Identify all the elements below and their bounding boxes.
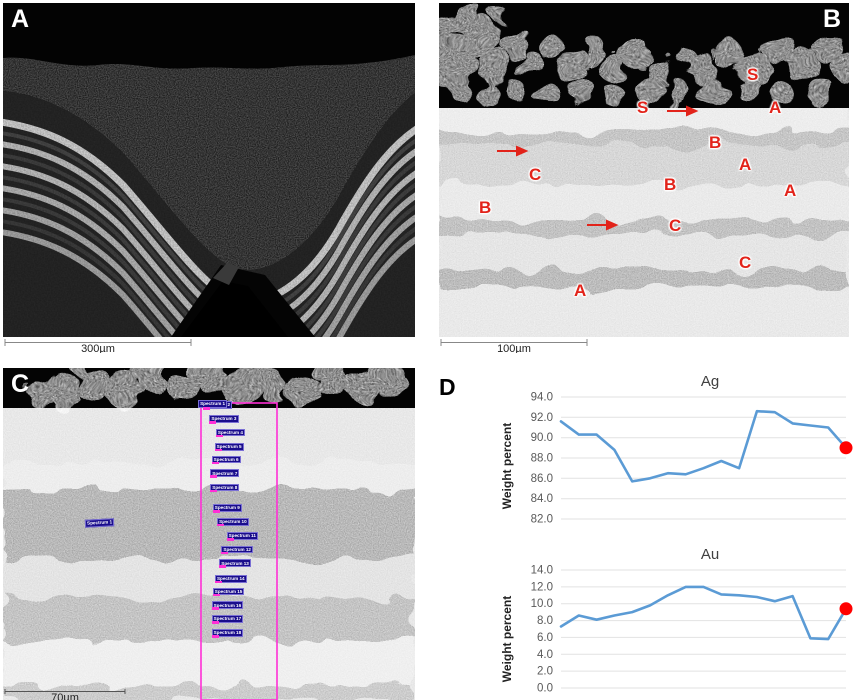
svg-text:90.0: 90.0 <box>531 432 553 444</box>
svg-text:6.0: 6.0 <box>537 632 553 644</box>
svg-text:84.0: 84.0 <box>531 493 553 505</box>
svg-text:14.0: 14.0 <box>531 565 553 577</box>
svg-text:82.0: 82.0 <box>531 514 553 526</box>
svg-text:2.0: 2.0 <box>537 666 553 678</box>
svg-text:92.0: 92.0 <box>531 412 553 424</box>
svg-text:12.0: 12.0 <box>531 581 553 593</box>
svg-text:0.0: 0.0 <box>537 683 553 695</box>
svg-text:94.0: 94.0 <box>531 392 553 404</box>
svg-text:88.0: 88.0 <box>531 453 553 465</box>
svg-text:8.0: 8.0 <box>537 615 553 627</box>
svg-text:86.0: 86.0 <box>531 473 553 485</box>
svg-text:10.0: 10.0 <box>531 598 553 610</box>
svg-text:4.0: 4.0 <box>537 649 553 661</box>
